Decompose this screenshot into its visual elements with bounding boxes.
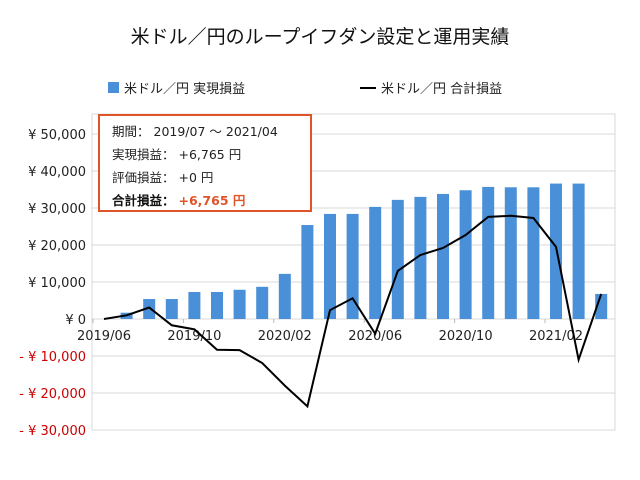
- unrealized-value: +0 円: [178, 170, 214, 185]
- x-tick-label: 2020/02: [258, 329, 312, 344]
- realized-value: +6,765 円: [178, 147, 242, 162]
- bar: [211, 291, 223, 319]
- bar: [165, 299, 178, 319]
- y-tick-label: ¥ 0: [65, 313, 86, 328]
- bar: [572, 183, 585, 319]
- y-tick-label: ¥ 40,000: [28, 165, 86, 180]
- bar: [278, 273, 291, 319]
- bar: [369, 206, 382, 319]
- y-tick-label: ¥ 30,000: [28, 202, 86, 217]
- realized-label: 実現損益：: [112, 147, 175, 162]
- x-tick-label: 2020/06: [348, 329, 402, 344]
- y-tick-label: ¥ 10,000: [28, 276, 86, 291]
- total-value: +6,765 円: [178, 193, 246, 208]
- unrealized-label: 評価損益：: [112, 170, 175, 185]
- bar: [459, 190, 472, 319]
- y-tick-label: - ¥ 10,000: [19, 350, 86, 365]
- period-value: 2019/07 ～ 2021/04: [153, 124, 278, 139]
- bar: [414, 196, 427, 319]
- info-total: 合計損益： +6,765 円: [112, 189, 310, 212]
- x-tick-label: 2019/06: [77, 329, 131, 344]
- legend-line-label: 米ドル／円 合計損益: [381, 82, 503, 97]
- x-tick-label: 2021/02: [529, 329, 583, 344]
- legend-bar-label: 米ドル／円 実現損益: [124, 82, 246, 97]
- bar: [233, 289, 246, 319]
- bar: [391, 199, 404, 319]
- bar: [437, 193, 449, 319]
- bar: [504, 187, 517, 319]
- legend-bar-swatch: [108, 82, 119, 93]
- info-box: 期間： 2019/07 ～ 2021/04 実現損益： +6,765 円 評価損…: [98, 114, 312, 212]
- bar: [301, 225, 314, 319]
- bar: [256, 286, 269, 319]
- bar: [143, 299, 156, 319]
- bar: [188, 291, 201, 319]
- info-realized: 実現損益： +6,765 円: [112, 143, 310, 166]
- x-tick-label: 2019/10: [167, 329, 221, 344]
- y-tick-label: - ¥ 30,000: [19, 424, 86, 439]
- period-label: 期間：: [112, 124, 150, 139]
- info-unrealized: 評価損益： +0 円: [112, 166, 310, 189]
- y-tick-label: - ¥ 20,000: [19, 387, 86, 402]
- info-period: 期間： 2019/07 ～ 2021/04: [112, 120, 310, 143]
- legend-item-realized: 米ドル／円 実現損益: [108, 78, 245, 97]
- total-label: 合計損益：: [112, 193, 175, 208]
- bar: [346, 213, 359, 319]
- y-tick-label: ¥ 20,000: [28, 239, 86, 254]
- chart-title: 米ドル／円のループイフダン設定と運用実績: [130, 26, 510, 48]
- y-tick-label: ¥ 50,000: [28, 128, 86, 143]
- bar: [482, 186, 495, 319]
- bar: [324, 213, 336, 319]
- legend-line-swatch: [360, 86, 376, 89]
- bar: [527, 187, 540, 319]
- x-tick-label: 2020/10: [439, 329, 493, 344]
- legend-item-total: 米ドル／円 合計損益: [360, 78, 502, 97]
